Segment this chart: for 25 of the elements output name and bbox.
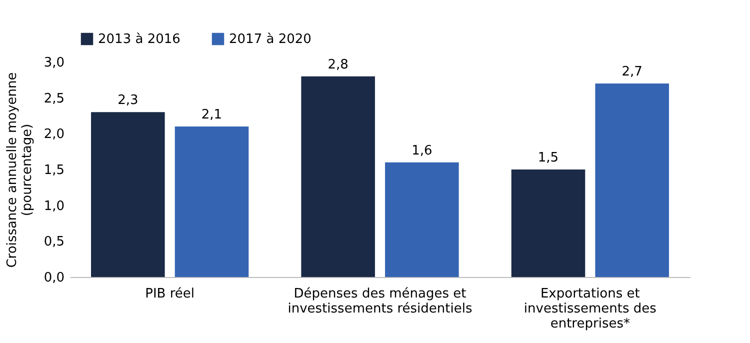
y-tick-label: 1,5 bbox=[44, 163, 64, 178]
data-label: 2,8 bbox=[328, 57, 348, 72]
bar bbox=[385, 162, 459, 277]
data-label: 2,1 bbox=[201, 108, 222, 122]
y-tick-label: 0,5 bbox=[44, 234, 64, 250]
data-label: 1,6 bbox=[412, 143, 432, 158]
legend-label: 2017 à 2020 bbox=[229, 32, 312, 47]
y-tick-label: 2,5 bbox=[44, 91, 64, 106]
x-tick-label: Dépenses des ménages et investissements résidentiels bbox=[288, 286, 472, 316]
x-tick-label: Exportations et investissements des entreprises* bbox=[524, 286, 657, 332]
bar bbox=[595, 84, 669, 277]
y-tick-label: 1,0 bbox=[44, 198, 64, 214]
bar bbox=[91, 112, 165, 277]
y-axis-title: Croissance annuelle moyenne (pourcentage) bbox=[4, 72, 35, 268]
y-tick-label: 3,0 bbox=[44, 56, 64, 70]
data-label: 2,7 bbox=[622, 64, 642, 80]
x-tick-label: PIB réel bbox=[145, 286, 195, 302]
bar bbox=[511, 170, 586, 277]
y-tick-label: 2,0 bbox=[44, 127, 64, 142]
data-label: 2,3 bbox=[118, 93, 138, 108]
y-tick-label: 0,0 bbox=[44, 270, 64, 286]
data-label: 1,5 bbox=[538, 150, 559, 166]
legend-label: 2013 à 2016 bbox=[98, 32, 180, 47]
bar bbox=[174, 126, 249, 277]
bar bbox=[301, 76, 375, 277]
